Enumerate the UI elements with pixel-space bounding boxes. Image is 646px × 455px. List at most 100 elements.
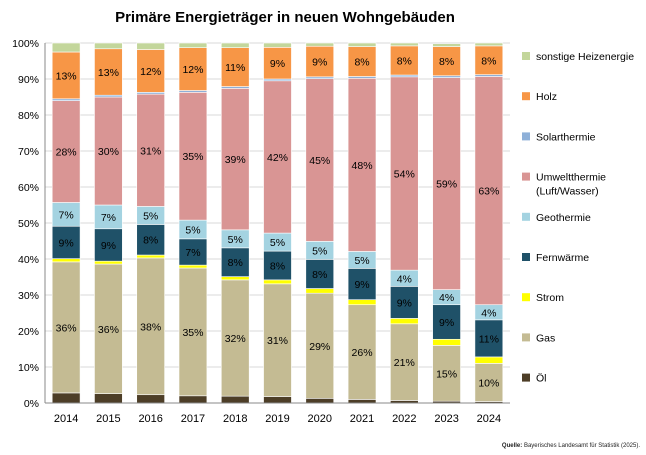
data-label: 8% xyxy=(143,235,158,247)
bar-segment xyxy=(51,42,81,53)
data-label: 31% xyxy=(267,335,288,347)
data-label: 4% xyxy=(481,307,496,319)
data-label: 54% xyxy=(394,169,415,181)
bar-segment xyxy=(390,318,419,325)
data-label: 9% xyxy=(397,297,412,309)
segment-labels: 36% 9% 7% 28% 13% 36% 9% 7% 30% 13% 38% 8% 5% 31% 12% 3… xyxy=(56,55,500,389)
bar-segment xyxy=(178,47,208,91)
bar-segment xyxy=(136,257,165,396)
chart-title: Primäre Energieträger in neuen Wohngebäu… xyxy=(115,9,455,26)
data-label: 36% xyxy=(56,322,77,334)
bar-segment xyxy=(51,100,81,203)
x-tick-label: 2019 xyxy=(265,413,289,425)
y-tick-label: 40% xyxy=(18,254,39,266)
x-tick-label: 2020 xyxy=(308,413,332,425)
data-label: 42% xyxy=(267,152,288,164)
legend-swatch xyxy=(522,293,530,302)
data-label: 11% xyxy=(225,62,245,74)
y-tick-label: 80% xyxy=(18,110,39,122)
bar-segment xyxy=(305,45,335,78)
bar-segment xyxy=(474,363,504,402)
data-label: 12% xyxy=(140,66,161,78)
legend-label: Solarthermie xyxy=(536,131,596,143)
data-label: 21% xyxy=(394,357,415,369)
x-tick-label: 2014 xyxy=(54,413,78,425)
legend-label: Fernwärme xyxy=(536,252,589,264)
data-label: 45% xyxy=(309,155,330,167)
x-tick-label: 2022 xyxy=(392,413,416,425)
y-tick-label: 0% xyxy=(24,398,39,410)
bar-segment xyxy=(347,399,377,404)
source-text: Bayerisches Landesamt für Statistik (202… xyxy=(523,443,640,449)
bar-segment xyxy=(178,395,208,404)
data-label: 29% xyxy=(309,341,330,353)
legend: sonstige Heizenergie Holz Solarthermie Umwe… xyxy=(522,51,634,385)
data-label: 9% xyxy=(354,279,369,291)
bar-segment xyxy=(51,51,81,100)
bar-segment xyxy=(432,304,461,340)
x-tick-label: 2023 xyxy=(434,413,458,425)
bar-segment xyxy=(432,345,461,402)
data-label: 9% xyxy=(270,58,285,70)
data-label: 26% xyxy=(352,347,373,359)
source-label: Quelle: xyxy=(501,443,523,449)
bar-segment xyxy=(136,254,165,259)
data-label: 8% xyxy=(354,57,369,69)
y-tick-label: 100% xyxy=(12,38,39,50)
bar-segment xyxy=(432,43,461,47)
bar-segment xyxy=(94,263,123,394)
bar-segment xyxy=(305,398,335,404)
data-label: 35% xyxy=(182,327,203,339)
bar-segment xyxy=(474,45,504,75)
source-note: Quelle: Bayerisches Landesamt für Statis… xyxy=(502,443,640,449)
data-label: 5% xyxy=(185,224,200,236)
bar-segment xyxy=(263,279,292,285)
bar-segment xyxy=(220,276,250,281)
data-label: 7% xyxy=(185,247,200,259)
axes: 0% 10% 20% 30% 40% 50% 60% 70% 80% 90% 100% 2014 201… xyxy=(12,38,510,425)
legend-swatch xyxy=(522,212,530,221)
data-label: 4% xyxy=(397,273,412,285)
y-tick-label: 20% xyxy=(18,326,39,338)
data-label: 5% xyxy=(270,237,285,249)
legend-swatch xyxy=(522,132,530,141)
x-tick-label: 2024 xyxy=(477,413,501,425)
data-label: 59% xyxy=(436,179,457,191)
bar-segment xyxy=(432,46,461,77)
bar-segment xyxy=(178,92,208,221)
bar-segment xyxy=(390,76,419,271)
data-label: 38% xyxy=(140,321,161,333)
bar-segment xyxy=(347,77,377,252)
bar-segment xyxy=(432,77,461,290)
data-label: 31% xyxy=(140,145,161,157)
y-tick-label: 10% xyxy=(18,362,39,374)
y-tick-label: 70% xyxy=(18,146,39,158)
legend-label: Umweltthermie xyxy=(536,172,606,184)
bar-segment xyxy=(51,392,81,404)
bar-segment xyxy=(474,76,504,306)
legend-label: sonstige Heizenergie xyxy=(536,51,634,63)
bar-segment xyxy=(263,283,292,397)
bar-segment xyxy=(178,264,208,269)
bar-segment xyxy=(94,228,123,262)
data-label: 5% xyxy=(312,245,327,257)
legend-label: Strom xyxy=(536,292,564,304)
bar-segment xyxy=(390,42,419,47)
x-tick-label: 2018 xyxy=(223,413,247,425)
bar-segment xyxy=(347,42,377,47)
data-label: 9% xyxy=(101,240,116,252)
bar-segment xyxy=(305,259,335,289)
bar-segment xyxy=(220,42,250,48)
bar-segment xyxy=(390,45,419,76)
legend-swatch xyxy=(522,52,530,60)
data-label: 13% xyxy=(56,70,77,82)
data-label: 9% xyxy=(59,237,74,249)
data-label: 63% xyxy=(478,186,499,198)
bar-segment xyxy=(220,279,250,397)
y-tick-label: 90% xyxy=(18,74,39,86)
data-label: 8% xyxy=(312,269,327,281)
x-tick-label: 2021 xyxy=(350,413,374,425)
y-tick-label: 30% xyxy=(18,290,39,302)
legend-swatch xyxy=(522,172,530,181)
